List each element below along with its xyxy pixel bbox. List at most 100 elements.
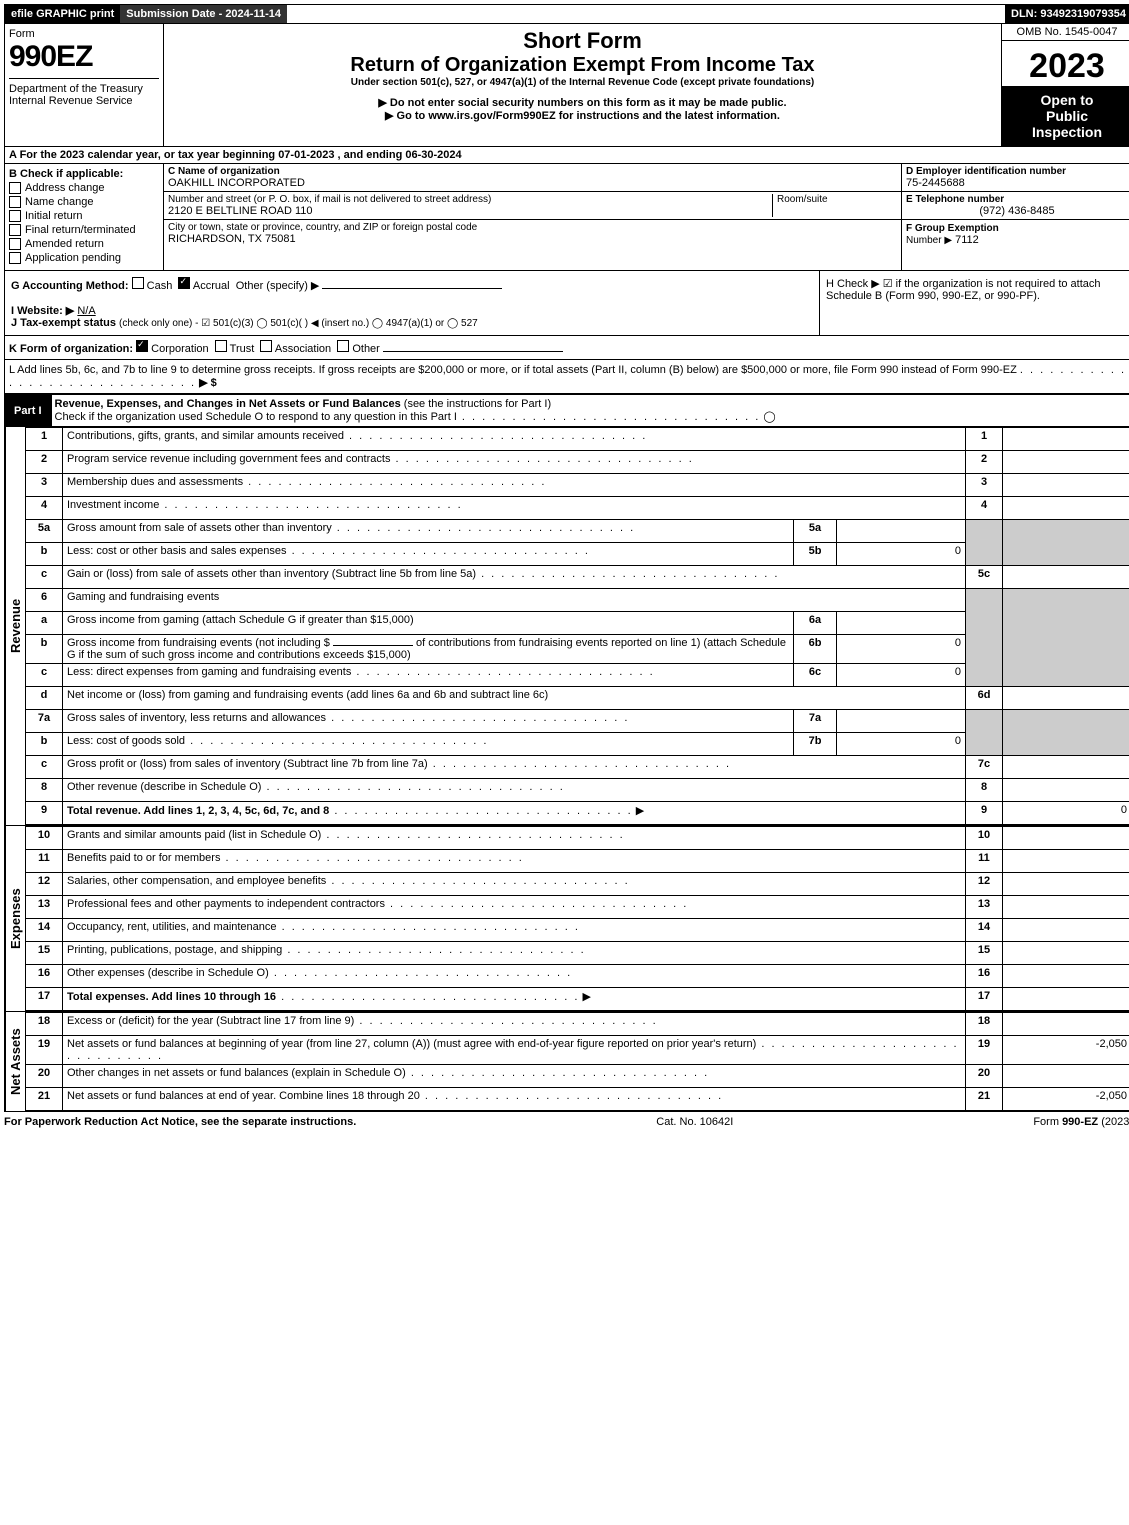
- title-column: Short Form Return of Organization Exempt…: [164, 24, 1001, 146]
- row-l: L Add lines 5b, 6c, and 7b to line 9 to …: [4, 360, 1129, 394]
- check-final-return[interactable]: Final return/terminated: [9, 224, 159, 236]
- telephone-label: E Telephone number: [906, 194, 1128, 205]
- table-row: 19Net assets or fund balances at beginni…: [26, 1036, 1129, 1065]
- table-row: cLess: direct expenses from gaming and f…: [26, 664, 1129, 687]
- paperwork-notice: For Paperwork Reduction Act Notice, see …: [4, 1116, 356, 1128]
- table-row: 10Grants and similar amounts paid (list …: [26, 827, 1129, 850]
- checkbox-icon[interactable]: [260, 340, 272, 352]
- table-row: 18Excess or (deficit) for the year (Subt…: [26, 1013, 1129, 1036]
- irs-label: Internal Revenue Service: [9, 95, 159, 107]
- city-state-zip: RICHARDSON, TX 75081: [168, 233, 897, 245]
- check-name-change[interactable]: Name change: [9, 196, 159, 208]
- part-1-label: Part I: [4, 402, 52, 420]
- submission-date: Submission Date - 2024-11-14: [120, 5, 287, 23]
- checkbox-icon: [9, 182, 21, 194]
- table-row: 3Membership dues and assessments3: [26, 474, 1129, 497]
- subtitle: Under section 501(c), 527, or 4947(a)(1)…: [168, 77, 997, 88]
- catalog-number: Cat. No. 10642I: [656, 1116, 733, 1128]
- checkbox-icon[interactable]: [215, 340, 227, 352]
- table-row: 16Other expenses (describe in Schedule O…: [26, 965, 1129, 988]
- net-assets-table: 18Excess or (deficit) for the year (Subt…: [25, 1012, 1129, 1111]
- table-row: 4Investment income4: [26, 497, 1129, 520]
- net-assets-label: Net Assets: [5, 1012, 25, 1111]
- dept-treasury: Department of the Treasury: [9, 83, 159, 95]
- short-form-title: Short Form: [168, 28, 997, 54]
- topbar: efile GRAPHIC print Submission Date - 20…: [4, 4, 1129, 24]
- table-row: 2Program service revenue including gover…: [26, 451, 1129, 474]
- check-initial-return[interactable]: Initial return: [9, 210, 159, 222]
- header-block: Form 990EZ Department of the Treasury In…: [4, 24, 1129, 147]
- form-version: Form 990-EZ (2023): [1033, 1116, 1129, 1128]
- row-g-h: G Accounting Method: Cash Accrual Other …: [4, 271, 1129, 336]
- table-row: 12Salaries, other compensation, and empl…: [26, 873, 1129, 896]
- table-row: bLess: cost of goods sold7b0: [26, 733, 1129, 756]
- omb-number: OMB No. 1545-0047: [1002, 24, 1129, 41]
- ein-value: 75-2445688: [906, 177, 1128, 189]
- table-row: 20Other changes in net assets or fund ba…: [26, 1065, 1129, 1088]
- checkbox-icon: [9, 210, 21, 222]
- table-row: 8Other revenue (describe in Schedule O)8: [26, 779, 1129, 802]
- check-application-pending[interactable]: Application pending: [9, 252, 159, 264]
- table-row: cGross profit or (loss) from sales of in…: [26, 756, 1129, 779]
- page-footer: For Paperwork Reduction Act Notice, see …: [4, 1112, 1129, 1132]
- table-row: bGross income from fundraising events (n…: [26, 635, 1129, 664]
- telephone-value: (972) 436-8485: [906, 205, 1128, 217]
- accounting-method: G Accounting Method: Cash Accrual Other …: [5, 271, 819, 335]
- column-d: D Employer identification number 75-2445…: [901, 164, 1129, 270]
- schedule-b-check: H Check ▶ ☑ if the organization is not r…: [819, 271, 1129, 335]
- checkbox-checked-icon[interactable]: [178, 277, 190, 289]
- part-1-header: Part I Revenue, Expenses, and Changes in…: [4, 394, 1129, 427]
- expenses-section: Expenses 10Grants and similar amounts pa…: [4, 826, 1129, 1012]
- group-number-label: Number ▶: [906, 235, 952, 246]
- check-applicable-label: B Check if applicable:: [9, 168, 159, 180]
- table-row: 13Professional fees and other payments t…: [26, 896, 1129, 919]
- table-row: dNet income or (loss) from gaming and fu…: [26, 687, 1129, 710]
- group-exemption-label: F Group Exemption: [906, 223, 999, 234]
- table-row: 14Occupancy, rent, utilities, and mainte…: [26, 919, 1129, 942]
- website-label: I Website: ▶: [11, 305, 74, 317]
- net-assets-section: Net Assets 18Excess or (deficit) for the…: [4, 1012, 1129, 1112]
- org-name: OAKHILL INCORPORATED: [168, 177, 897, 189]
- table-row: 17Total expenses. Add lines 10 through 1…: [26, 988, 1129, 1011]
- revenue-section: Revenue 1Contributions, gifts, grants, a…: [4, 427, 1129, 826]
- checkbox-icon: [9, 252, 21, 264]
- open-inspection-badge: Open to Public Inspection: [1002, 86, 1129, 146]
- checkbox-icon: [9, 196, 21, 208]
- return-title: Return of Organization Exempt From Incom…: [168, 54, 997, 77]
- checkbox-icon[interactable]: [132, 277, 144, 289]
- year-column: OMB No. 1545-0047 2023 Open to Public In…: [1001, 24, 1129, 146]
- group-number-value: 7112: [955, 234, 979, 246]
- checkbox-checked-icon[interactable]: [136, 340, 148, 352]
- revenue-table: 1Contributions, gifts, grants, and simil…: [25, 427, 1129, 825]
- check-amended-return[interactable]: Amended return: [9, 238, 159, 250]
- part-1-desc: Revenue, Expenses, and Changes in Net As…: [52, 394, 1129, 427]
- dln: DLN: 93492319079354: [1005, 5, 1129, 23]
- ein-label: D Employer identification number: [906, 166, 1128, 177]
- column-b: B Check if applicable: Address change Na…: [5, 164, 164, 270]
- section-a-period: A For the 2023 calendar year, or tax yea…: [4, 147, 1129, 164]
- form-id-column: Form 990EZ Department of the Treasury In…: [5, 24, 164, 146]
- tax-exempt-options: (check only one) - ☑ 501(c)(3) ◯ 501(c)(…: [119, 318, 478, 329]
- tax-exempt-label: J Tax-exempt status: [11, 317, 116, 329]
- table-row: cGain or (loss) from sale of assets othe…: [26, 566, 1129, 589]
- checkbox-icon: [9, 238, 21, 250]
- table-row: 15Printing, publications, postage, and s…: [26, 942, 1129, 965]
- table-row: 6Gaming and fundraising events: [26, 589, 1129, 612]
- street-address: 2120 E BELTLINE ROAD 110: [168, 205, 772, 217]
- block-bcd: B Check if applicable: Address change Na…: [4, 164, 1129, 271]
- expenses-label: Expenses: [5, 826, 25, 1011]
- room-label: Room/suite: [777, 194, 897, 205]
- table-row: aGross income from gaming (attach Schedu…: [26, 612, 1129, 635]
- efile-print[interactable]: efile GRAPHIC print: [5, 5, 120, 23]
- checkbox-icon[interactable]: [337, 340, 349, 352]
- check-address-change[interactable]: Address change: [9, 182, 159, 194]
- table-row: 9Total revenue. Add lines 1, 2, 3, 4, 5c…: [26, 802, 1129, 825]
- org-name-label: C Name of organization: [168, 166, 897, 177]
- tax-year: 2023: [1002, 47, 1129, 86]
- website-value: N/A: [77, 305, 95, 317]
- checkbox-icon: [9, 224, 21, 236]
- table-row: bLess: cost or other basis and sales exp…: [26, 543, 1129, 566]
- note-ssn: ▶ Do not enter social security numbers o…: [168, 96, 997, 109]
- revenue-label: Revenue: [5, 427, 25, 825]
- table-row: 5aGross amount from sale of assets other…: [26, 520, 1129, 543]
